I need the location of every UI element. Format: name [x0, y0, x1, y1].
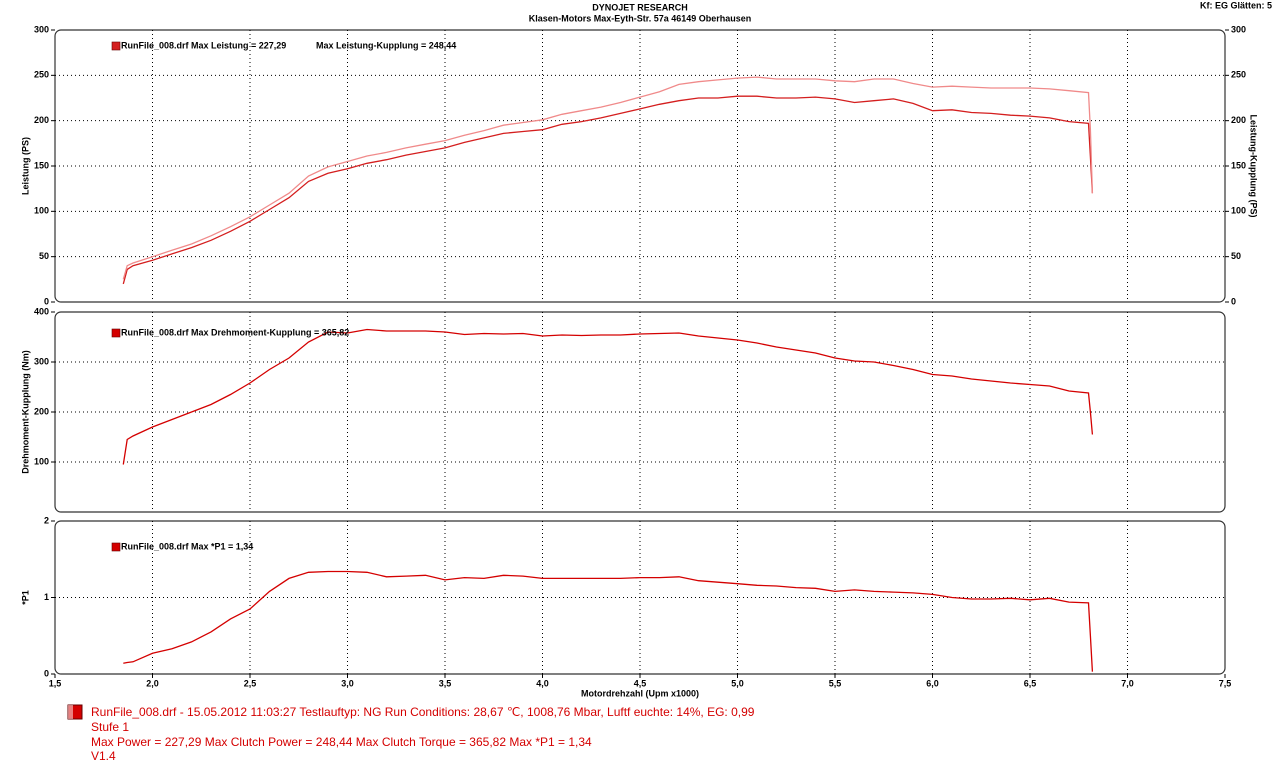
x-tick-label: 6,5 — [1024, 678, 1037, 688]
y2-tick-label: 0 — [1231, 296, 1236, 306]
y-tick-label: 1 — [44, 592, 49, 602]
x-tick-label: 3,5 — [439, 678, 452, 688]
series-line — [123, 570, 1094, 672]
y-tick-label: 200 — [34, 406, 49, 416]
settings: Kf: EG Glätten: 5 — [1200, 0, 1272, 10]
series-line — [122, 76, 1094, 280]
footer-line: RunFile_008.drf - 15.05.2012 11:03:27 Te… — [91, 705, 755, 719]
x-tick-label: 4,5 — [634, 678, 647, 688]
y-tick-label: 200 — [34, 115, 49, 125]
y-axis-label: *P1 — [20, 590, 30, 605]
legend-label: RunFile_008.drf Max Drehmoment-Kupplung … — [121, 327, 349, 337]
y-tick-label: 250 — [34, 70, 49, 80]
x-tick-label: 7,5 — [1219, 678, 1232, 688]
x-tick-label: 5,0 — [731, 678, 744, 688]
legend-label: RunFile_008.drf Max Leistung = 227,29 — [121, 40, 286, 50]
y-tick-label: 150 — [34, 160, 49, 170]
x-tick-label: 2,0 — [146, 678, 159, 688]
x-tick-label: 5,5 — [829, 678, 842, 688]
x-tick-label: 4,0 — [536, 678, 549, 688]
title: DYNOJET RESEARCH — [592, 2, 688, 12]
y2-tick-label: 200 — [1231, 115, 1246, 125]
y-tick-label: 100 — [34, 206, 49, 216]
series-line — [122, 328, 1094, 465]
legend-swatch — [111, 41, 121, 51]
y-tick-label: 2 — [44, 515, 49, 525]
y2-tick-label: 300 — [1231, 24, 1246, 34]
y-tick-label: 300 — [34, 24, 49, 34]
series-line — [122, 95, 1094, 285]
x-tick-label: 1,5 — [49, 678, 62, 688]
x-tick-label: 2,5 — [244, 678, 257, 688]
y-tick-label: 50 — [39, 251, 49, 261]
legend-label: Max Leistung-Kupplung = 248,44 — [316, 40, 456, 50]
y2-tick-label: 150 — [1231, 160, 1246, 170]
x-axis-label: Motordrehzahl (Upm x1000) — [581, 688, 699, 698]
footer-line: Max Power = 227,29 Max Clutch Power = 24… — [91, 735, 592, 749]
footer-icon-shine — [68, 705, 73, 719]
footer-line: Stufe 1 — [91, 720, 129, 734]
y-axis-label: Drehmoment-Kupplung (Nm) — [20, 350, 30, 474]
y2-tick-label: 50 — [1231, 251, 1241, 261]
legend-label: RunFile_008.drf Max *P1 = 1,34 — [121, 541, 253, 551]
y-tick-label: 100 — [34, 456, 49, 466]
y-tick-label: 300 — [34, 356, 49, 366]
y-tick-label: 0 — [44, 668, 49, 678]
y-tick-label: 400 — [34, 306, 49, 316]
x-tick-label: 3,0 — [341, 678, 354, 688]
y-tick-label: 0 — [44, 296, 49, 306]
y2-axis-label: Leistung-Kupplung (PS) — [1249, 115, 1259, 218]
subtitle: Klasen-Motors Max-Eyth-Str. 57a 46149 Ob… — [529, 13, 752, 23]
y2-tick-label: 250 — [1231, 70, 1246, 80]
footer-line: V1.4 — [91, 749, 116, 763]
x-tick-label: 7,0 — [1121, 678, 1134, 688]
x-tick-label: 6,0 — [926, 678, 939, 688]
y2-tick-label: 100 — [1231, 206, 1246, 216]
y-axis-label: Leistung (PS) — [20, 137, 30, 195]
legend-swatch — [111, 542, 121, 552]
legend-swatch — [111, 328, 121, 338]
